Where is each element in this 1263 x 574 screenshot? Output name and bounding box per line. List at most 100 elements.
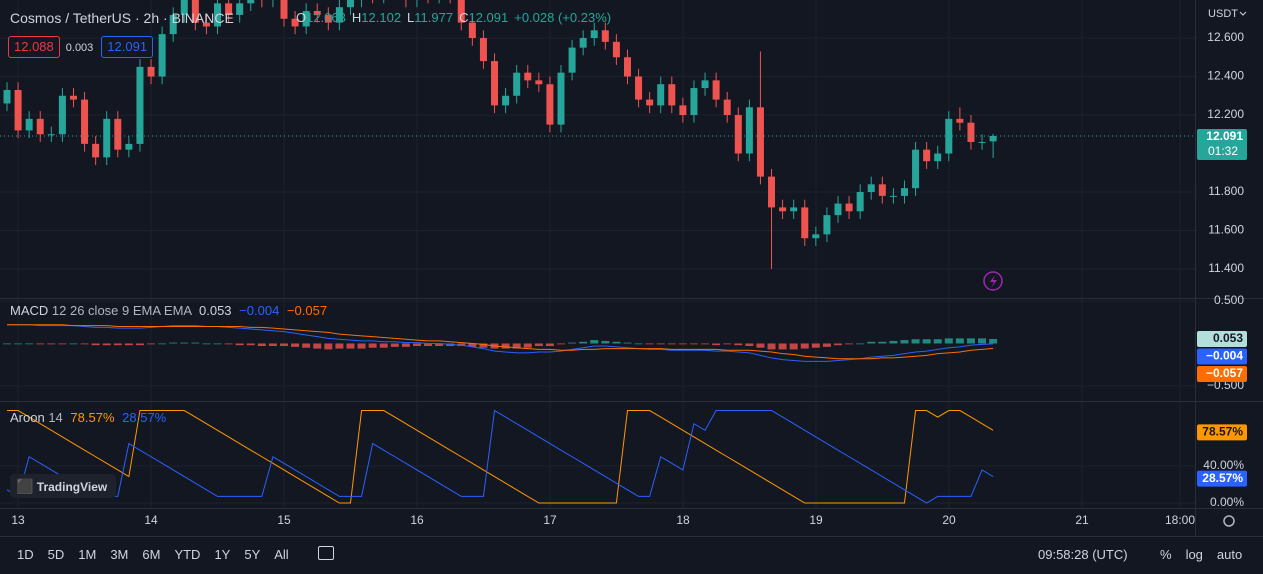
grid xyxy=(0,0,1195,508)
histogram-bar xyxy=(25,343,34,345)
range-button[interactable]: 5D xyxy=(47,547,65,562)
y-tick-label: 0.500 xyxy=(1214,293,1244,307)
countdown: 01:32 xyxy=(1208,144,1238,158)
readout-key: C xyxy=(459,10,469,25)
histogram-bar xyxy=(811,343,820,348)
candle-body xyxy=(668,84,676,106)
candle-body xyxy=(58,95,66,135)
histogram-bar xyxy=(91,343,100,346)
candle-body xyxy=(14,89,22,131)
indicator-title[interactable]: MACD xyxy=(10,303,49,318)
histogram-bar xyxy=(922,339,931,344)
histogram-bar xyxy=(955,338,964,344)
range-button[interactable]: 3M xyxy=(110,547,129,562)
candle-body xyxy=(557,72,565,125)
range-button[interactable]: YTD xyxy=(174,547,201,562)
x-tick-label: 21 xyxy=(1075,513,1089,527)
candle-body xyxy=(103,118,111,158)
histogram-bar xyxy=(523,343,532,348)
value-box-label: −0.004 xyxy=(1206,349,1243,363)
x-tick-label: 17 xyxy=(543,513,557,527)
candle-body xyxy=(36,118,44,135)
histogram-bar xyxy=(324,343,333,350)
histogram-bar xyxy=(235,343,244,346)
symbol-title[interactable]: Cosmos / TetherUS · 2h · BINANCE xyxy=(10,10,234,26)
range-button[interactable]: 1D xyxy=(17,547,34,562)
buy-button[interactable]: 12.091 xyxy=(101,36,154,58)
histogram-bar xyxy=(878,341,887,344)
histogram-bar xyxy=(468,343,477,347)
candle-body xyxy=(590,30,598,39)
candle-body xyxy=(291,18,299,27)
currency[interactable]: USDT xyxy=(1208,8,1238,20)
scale-option[interactable]: auto xyxy=(1216,547,1243,562)
range-button[interactable]: 1Y xyxy=(214,547,231,562)
readout-value: 12.102 xyxy=(361,10,402,25)
histogram-bar xyxy=(357,343,366,349)
candle-body xyxy=(313,11,321,15)
alert-icon-bolt xyxy=(990,275,997,288)
scale-option[interactable]: log xyxy=(1185,547,1203,562)
macd-legend: MACD 12 26 close 9 EMA EMA 0.053 −0.004 … xyxy=(10,302,327,320)
value-box-label: 78.57% xyxy=(1202,425,1243,439)
histogram-bar xyxy=(80,343,89,345)
candle-body xyxy=(147,66,155,77)
candle-body xyxy=(812,234,820,239)
spread: 0.003 xyxy=(65,42,94,54)
candle-body xyxy=(734,115,742,154)
settings-icon[interactable] xyxy=(1223,515,1235,527)
logo[interactable]: ⬛ TradingView xyxy=(10,474,116,498)
histogram-bar xyxy=(36,343,45,345)
candle-body xyxy=(612,41,620,58)
histogram-bar xyxy=(14,343,23,345)
signal-line xyxy=(7,324,994,360)
indicator-title[interactable]: Aroon xyxy=(10,410,45,425)
candle-body xyxy=(25,118,33,131)
histogram-bar xyxy=(944,338,953,344)
candle-body xyxy=(513,72,521,96)
candle-body xyxy=(923,149,931,162)
value-box-label: 28.57% xyxy=(1202,471,1243,485)
candle-body xyxy=(114,118,122,150)
candle-body xyxy=(491,61,499,106)
change: +0.028 (+0.23%) xyxy=(514,10,612,25)
candle-body xyxy=(867,184,875,193)
histogram-bar xyxy=(568,342,577,344)
price-pane xyxy=(0,0,1195,270)
histogram-bar xyxy=(202,343,211,345)
date-range-icon[interactable] xyxy=(318,546,334,560)
candle-body xyxy=(701,80,709,89)
chart: 12.600 12.400 12.200 11.800 11.600 11.400 13 14… xyxy=(0,0,1263,536)
range-button[interactable]: All xyxy=(274,547,289,562)
candle-body xyxy=(169,14,177,35)
candle-body xyxy=(978,141,986,143)
range-button[interactable]: 5Y xyxy=(244,547,261,562)
candle-body xyxy=(335,7,343,23)
sell-button[interactable]: 12.088 xyxy=(8,36,60,58)
histogram-bar xyxy=(789,343,798,350)
value-box xyxy=(1197,365,1247,382)
histogram-bar xyxy=(435,343,444,347)
histogram-bar xyxy=(479,343,488,348)
aroon-legend: Aroon 14 78.57% 28.57% xyxy=(10,409,166,427)
alert-icon[interactable] xyxy=(983,271,1003,291)
histogram-bar xyxy=(989,338,998,344)
candle-body xyxy=(934,153,942,162)
scale-option[interactable]: % xyxy=(1160,547,1172,562)
histogram-bar xyxy=(169,342,178,344)
clock[interactable]: 09:58:28 (UTC) xyxy=(1038,547,1128,562)
histogram-bar xyxy=(69,343,78,345)
x-tick-label: 19 xyxy=(809,513,823,527)
histogram-bar xyxy=(845,343,854,345)
histogram-bar xyxy=(191,342,200,344)
aroon-pane xyxy=(6,409,994,504)
readout-key: L xyxy=(407,10,415,25)
candle-body xyxy=(468,22,476,39)
range-button[interactable]: 1M xyxy=(78,547,97,562)
histogram-bar xyxy=(368,343,377,348)
candle-body xyxy=(912,149,920,189)
range-button[interactable]: 6M xyxy=(142,547,161,562)
histogram-bar xyxy=(966,338,975,344)
candle-body xyxy=(756,107,764,177)
candle-body xyxy=(158,34,166,77)
